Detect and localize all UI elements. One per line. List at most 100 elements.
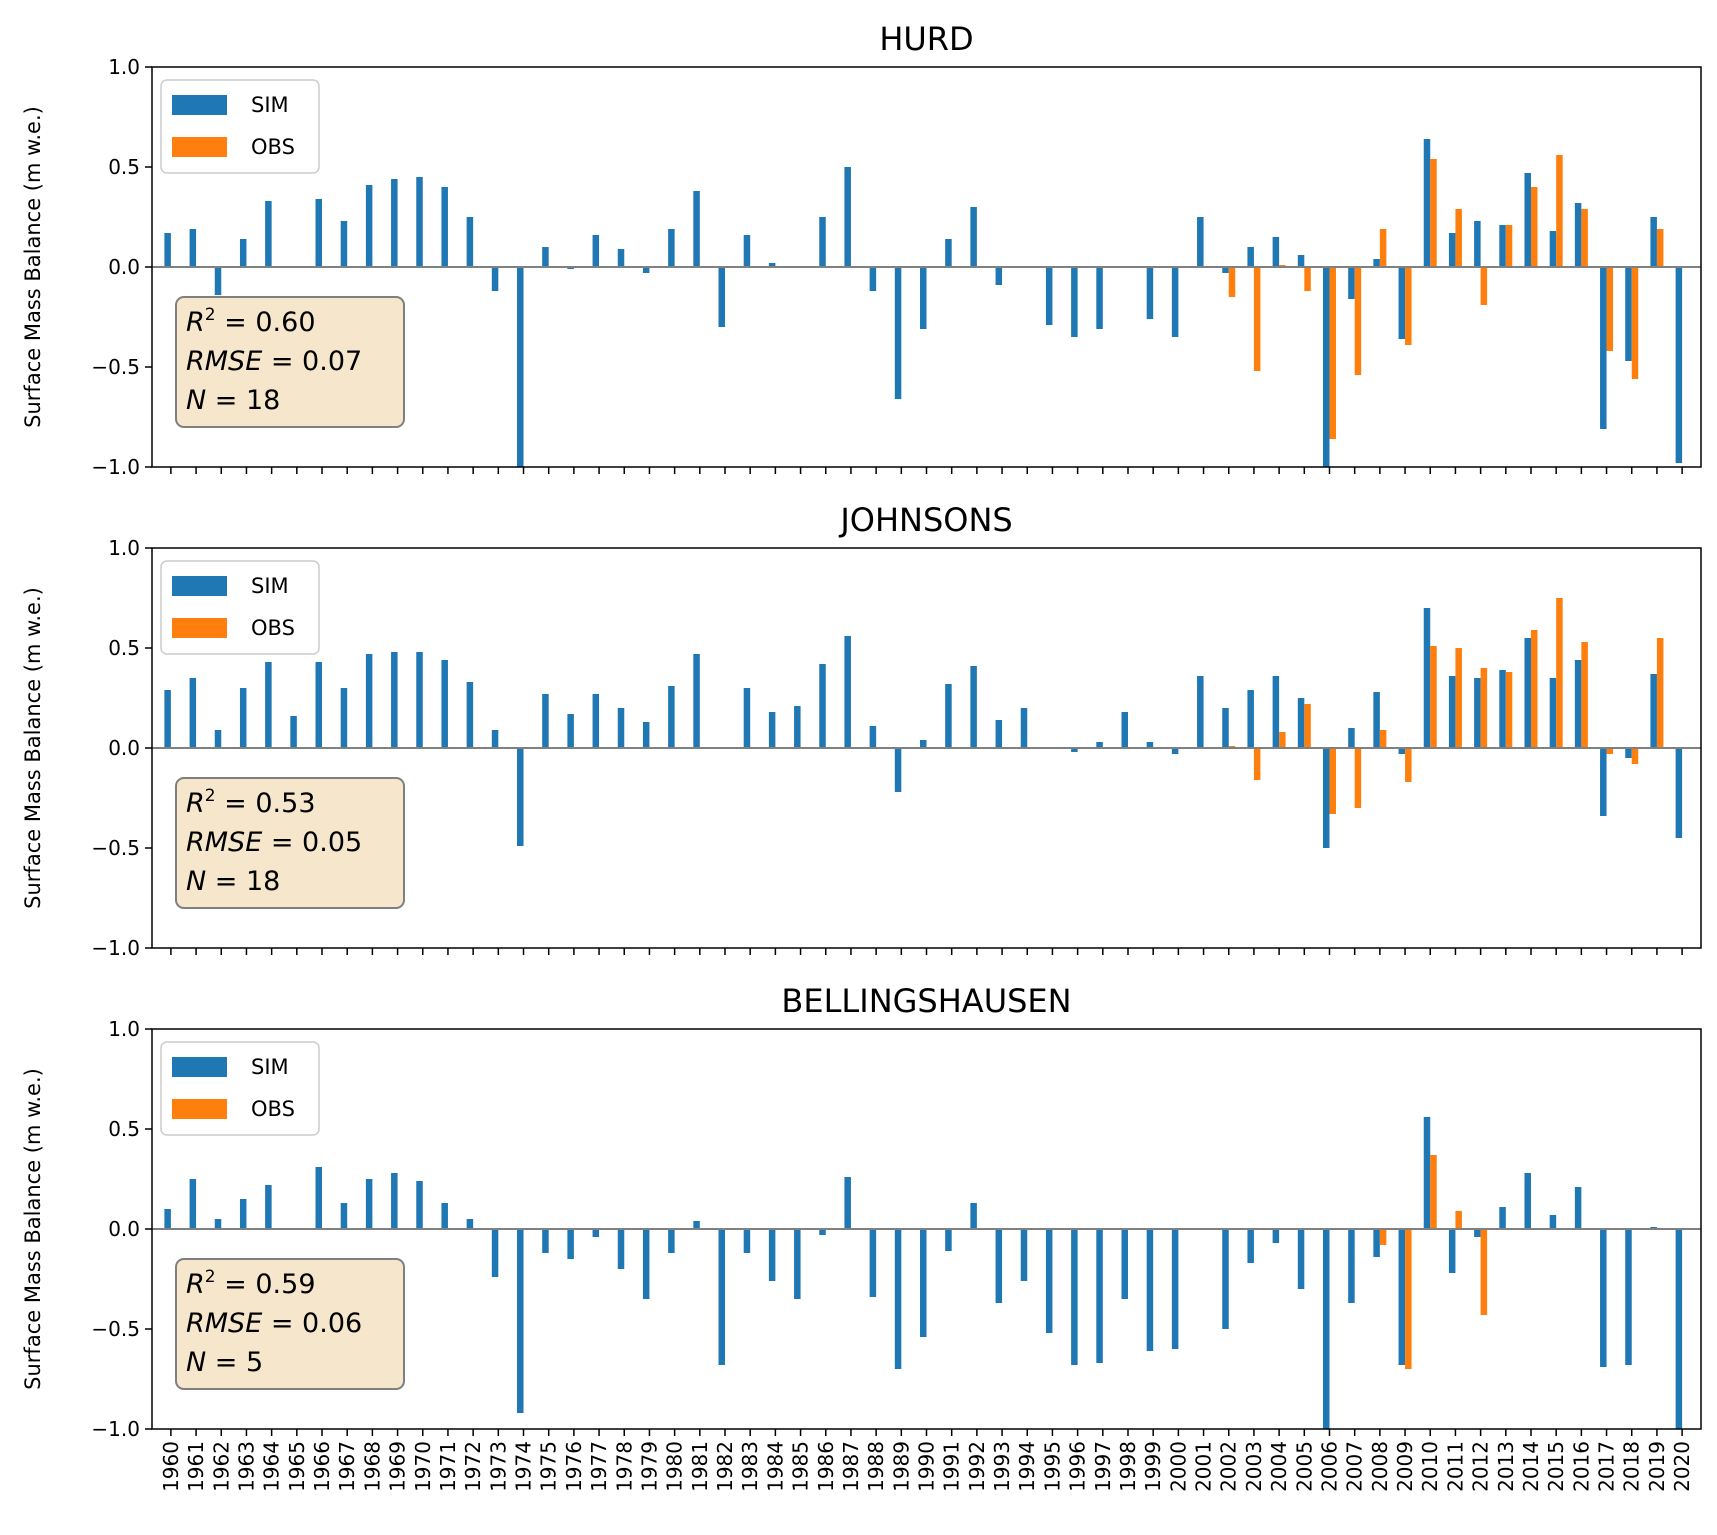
sim-bar	[693, 191, 700, 267]
x-tick-label: 1960	[159, 1441, 183, 1492]
sim-bar	[1574, 203, 1582, 267]
sim-bar	[1020, 1229, 1028, 1281]
sim-bar	[1524, 1173, 1531, 1229]
sim-bar	[1322, 1229, 1330, 1429]
sim-bar	[416, 177, 423, 267]
x-tick-label: 2001	[1192, 1441, 1216, 1492]
obs-bar	[1379, 229, 1387, 267]
sim-bar	[1448, 1229, 1456, 1273]
sim-bar	[265, 201, 272, 267]
sim-bar	[517, 748, 524, 846]
obs-bar	[1405, 267, 1412, 345]
sim-bar	[617, 249, 625, 267]
x-tick-label: 1979	[637, 1441, 661, 1492]
y-tick-label: 0.5	[108, 636, 140, 660]
sim-bar	[1171, 267, 1179, 337]
y-tick-label: −1.0	[91, 455, 140, 479]
stats-n: N = 18	[186, 866, 280, 897]
sim-bar	[995, 267, 1003, 285]
sim-bar	[1045, 1229, 1053, 1333]
sim-bar	[1071, 748, 1078, 752]
obs-bar	[1656, 638, 1664, 748]
sim-bar	[239, 688, 247, 748]
obs-bar	[1480, 668, 1488, 748]
sim-bar	[315, 662, 323, 748]
sim-bar	[1474, 221, 1481, 267]
sim-bar	[441, 660, 448, 748]
y-tick-label: −0.5	[91, 1317, 140, 1341]
x-tick-label: 1978	[612, 1441, 636, 1492]
stats-r2: R2 = 0.53	[186, 786, 316, 819]
sim-bar	[1272, 676, 1280, 748]
legend-label-obs: OBS	[251, 135, 295, 159]
x-tick-label: 2018	[1620, 1441, 1644, 1492]
sim-bar	[164, 690, 171, 748]
sim-bar	[844, 167, 851, 267]
sim-bar	[1197, 676, 1204, 748]
stats-rmse: RMSE = 0.06	[186, 1308, 362, 1339]
x-tick-label: 1996	[1066, 1441, 1090, 1492]
sim-bar	[768, 1229, 776, 1281]
sim-bar	[1625, 267, 1632, 361]
x-tick-label: 1988	[864, 1441, 888, 1492]
panel-hurd: HURD 1.0 0.5 0.0 −0.5 −1.0 Surface Mass Balanc…	[21, 20, 1702, 479]
sim-bar	[869, 267, 877, 291]
stats-r2: R2 = 0.59	[186, 1267, 316, 1300]
sim-bar	[491, 1229, 499, 1277]
x-tick-label: 1966	[310, 1441, 334, 1492]
sim-bar	[391, 179, 398, 267]
y-tick-label: −1.0	[91, 1417, 140, 1441]
sim-bar	[1600, 748, 1607, 816]
stats-n: N = 18	[186, 385, 280, 416]
sim-bar	[1499, 1207, 1506, 1229]
legend-swatch-sim	[172, 95, 227, 115]
sim-bar	[1549, 231, 1557, 267]
panel-title: BELLINGSHAUSEN	[781, 982, 1071, 1020]
sim-bar	[894, 748, 902, 792]
x-tick-label: 1962	[209, 1441, 233, 1492]
sim-bar	[1600, 1229, 1607, 1367]
sim-bar	[391, 652, 398, 748]
sim-bar	[1549, 678, 1557, 748]
sim-bar	[1398, 267, 1406, 339]
sim-bar	[1121, 1229, 1128, 1299]
x-tick-label: 1991	[940, 1441, 964, 1492]
obs-bar	[1505, 225, 1513, 267]
sim-bar	[718, 267, 726, 327]
obs-bar	[1455, 648, 1462, 748]
sim-bar	[391, 1173, 398, 1229]
stats-rmse-label: RMSE	[186, 1308, 262, 1339]
sim-bar	[1096, 267, 1103, 329]
sim-bar	[768, 263, 776, 267]
panel-johnsons: JOHNSONS 1.0 0.5 0.0 −0.5 −1.0 Surface Mass Ba…	[21, 501, 1702, 960]
sim-bar	[1071, 1229, 1078, 1365]
y-tick-label: 0.0	[108, 255, 140, 279]
sim-bar	[668, 1229, 675, 1253]
sim-bar	[1499, 670, 1506, 748]
stats-r2-value: = 0.59	[216, 1269, 316, 1300]
x-tick-label: 1997	[1091, 1441, 1115, 1492]
sim-bar	[517, 1229, 524, 1413]
legend: SIM OBS	[160, 79, 320, 174]
sim-bar	[1423, 1117, 1431, 1229]
sim-bar	[1448, 676, 1456, 748]
x-tick-label: 1967	[335, 1441, 359, 1492]
x-tick-label: 1981	[688, 1441, 712, 1492]
sim-bar	[592, 1229, 600, 1237]
obs-bar	[1556, 598, 1563, 748]
sim-bar	[265, 662, 272, 748]
x-tick-label: 1999	[1141, 1441, 1165, 1492]
sim-bar	[1222, 1229, 1229, 1329]
y-tick-label: −0.5	[91, 836, 140, 860]
sim-bar	[1297, 255, 1305, 267]
obs-bar	[1631, 267, 1639, 379]
sim-bar	[920, 267, 927, 329]
obs-bar	[1405, 748, 1412, 782]
sim-bar	[995, 1229, 1003, 1303]
stats-rmse-label: RMSE	[186, 346, 262, 377]
sim-bar	[718, 1229, 726, 1365]
sim-bar	[1373, 692, 1380, 748]
sim-bar	[642, 722, 650, 748]
x-tick-label: 1990	[915, 1441, 939, 1492]
y-tick-label: 1.0	[108, 55, 140, 79]
